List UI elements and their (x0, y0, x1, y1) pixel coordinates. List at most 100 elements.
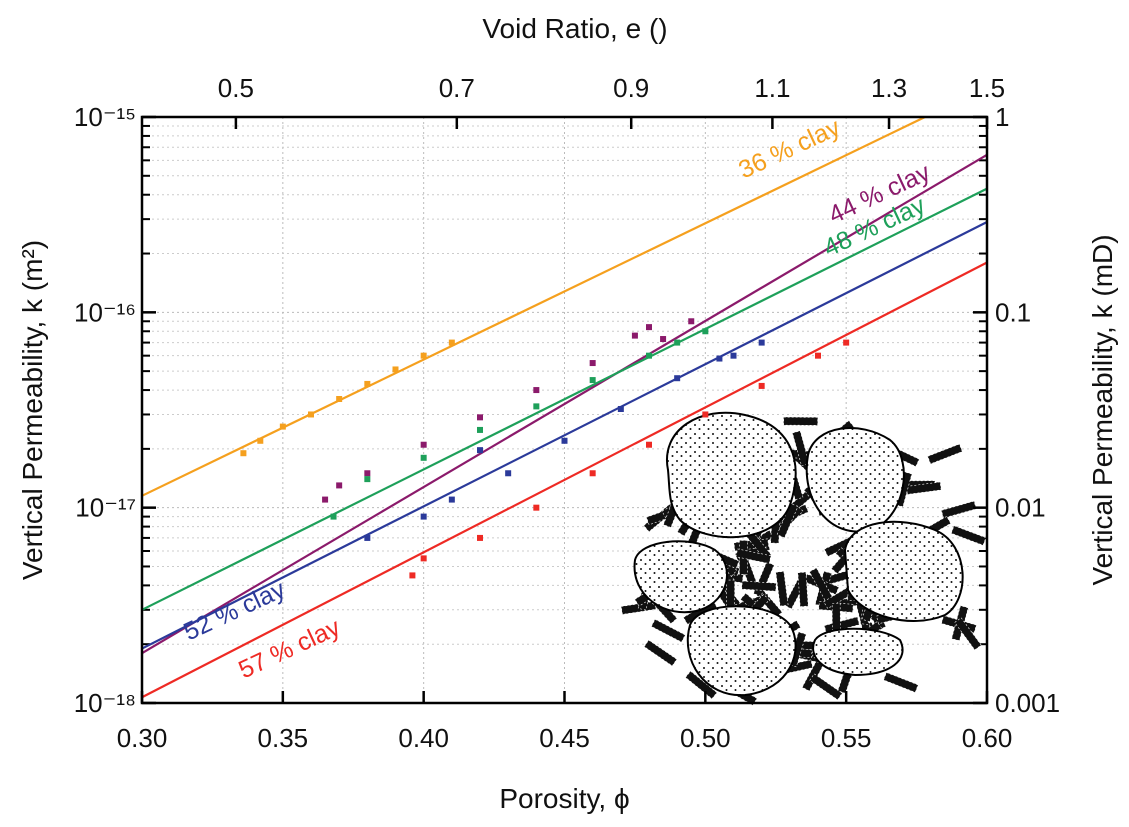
grain-illustration (620, 411, 987, 706)
clay-platelet (685, 670, 718, 700)
x-tick-label: 0.45 (539, 723, 590, 753)
data-point (308, 411, 314, 418)
data-point (364, 380, 371, 387)
x2-tick-label: 1.1 (754, 73, 790, 103)
data-point (420, 454, 427, 461)
data-point (336, 482, 343, 489)
fit-line (141, 187, 988, 611)
data-point (533, 387, 540, 394)
fit-line (141, 153, 988, 655)
data-point (646, 352, 652, 359)
data-point (730, 352, 737, 359)
data-point (257, 437, 264, 444)
clay-platelet (741, 580, 777, 592)
clay-platelet (643, 639, 678, 667)
grain (665, 411, 797, 539)
data-point (646, 441, 652, 448)
grain (633, 540, 728, 614)
y2-tick-label: 0.01 (995, 493, 1046, 523)
series-label: 57 % clay (234, 613, 345, 684)
y2-tick-label: 0.001 (995, 688, 1060, 718)
y-tick-label: 10⁻¹⁸ (74, 688, 136, 718)
x2-tick-label: 0.7 (439, 73, 475, 103)
data-point (409, 572, 416, 579)
data-point (702, 411, 709, 418)
series-label: 52 % clay (179, 575, 290, 646)
data-point (758, 339, 765, 346)
data-point (448, 339, 455, 346)
data-point (561, 437, 568, 444)
y-axis-title: Vertical Permeability, k (m²) (17, 240, 48, 580)
clay-platelet (883, 672, 919, 693)
data-point (420, 513, 427, 520)
data-point (364, 470, 371, 477)
x2-tick-label: 0.5 (218, 73, 254, 103)
data-point (815, 352, 821, 359)
x-axis-title: Porosity, ϕ (499, 783, 629, 814)
x-tick-label: 0.55 (821, 723, 872, 753)
data-point (448, 496, 455, 503)
data-point (589, 360, 596, 367)
x-tick-label: 0.35 (258, 723, 309, 753)
grain (843, 520, 964, 622)
data-point (589, 470, 596, 477)
x2-tick-label: 1.5 (969, 73, 1005, 103)
data-point (533, 504, 540, 511)
grain (686, 605, 797, 697)
data-point (688, 318, 695, 325)
grain (805, 427, 905, 533)
fit-line (141, 261, 988, 699)
data-point (279, 423, 286, 430)
fit-line (141, 116, 926, 497)
y-tick-label: 10⁻¹⁵ (74, 102, 136, 132)
clay-platelet (954, 617, 982, 651)
data-point (477, 534, 483, 541)
clay-platelet (776, 503, 799, 539)
clay-platelet (940, 500, 977, 519)
data-point (322, 496, 329, 503)
data-point (589, 377, 596, 384)
data-point (364, 476, 371, 483)
x2-tick-label: 1.3 (871, 73, 907, 103)
data-point (505, 470, 512, 477)
data-point (674, 339, 681, 346)
clay-platelet (650, 618, 686, 643)
data-point (364, 534, 371, 541)
data-point (336, 396, 343, 403)
data-point (843, 339, 850, 346)
data-point (631, 332, 638, 339)
data-point (533, 403, 540, 410)
grain (812, 627, 904, 677)
data-point (420, 352, 427, 359)
data-point (420, 441, 427, 448)
clay-platelet (775, 571, 789, 607)
y-tick-label: 10⁻¹⁷ (75, 493, 136, 523)
data-point (674, 375, 681, 382)
x-tick-label: 0.60 (962, 723, 1013, 753)
data-point (477, 426, 483, 433)
x2-axis-title: Void Ratio, e () (482, 13, 667, 44)
clay-platelet (809, 673, 843, 701)
y2-tick-label: 1 (995, 102, 1009, 132)
y-tick-label: 10⁻¹⁶ (74, 297, 136, 327)
clay-platelet (950, 525, 987, 546)
clay-platelet (735, 548, 772, 564)
data-point (646, 324, 652, 331)
clay-platelet (797, 571, 809, 607)
clay-platelet (792, 430, 810, 467)
data-point (477, 447, 483, 454)
x-tick-label: 0.50 (680, 723, 731, 753)
y2-axis-title: Vertical Permeability, k (mD) (1087, 234, 1118, 585)
clay-platelet (783, 416, 818, 426)
data-point (617, 405, 624, 412)
fit-line (141, 221, 988, 650)
data-point (420, 555, 427, 562)
data-point (660, 336, 667, 343)
x-tick-label: 0.30 (117, 723, 168, 753)
y2-tick-label: 0.1 (995, 297, 1031, 327)
data-point (392, 366, 399, 373)
series-label: 36 % clay (734, 113, 845, 184)
data-point (330, 513, 337, 520)
data-point (716, 355, 723, 362)
